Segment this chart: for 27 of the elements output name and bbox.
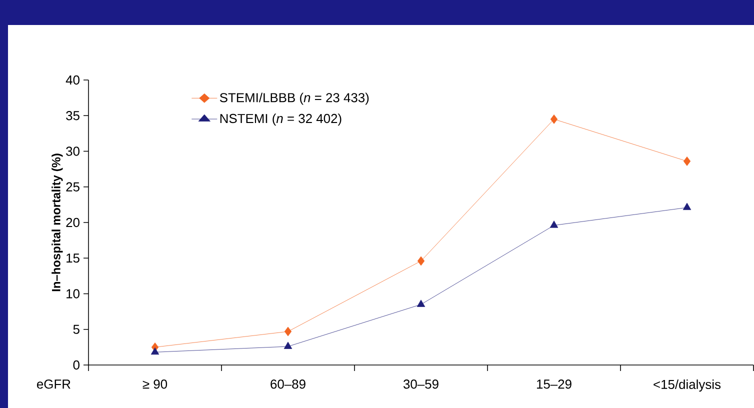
point bbox=[150, 347, 160, 355]
x-tick-label: 60–89 bbox=[270, 380, 306, 389]
y-tick-label: 20 bbox=[66, 218, 80, 228]
x-tick-label: 15–29 bbox=[536, 380, 572, 389]
legend-label: NSTEMI (n = 32 402) bbox=[220, 114, 342, 126]
point bbox=[550, 114, 558, 124]
y-tick-label: 30 bbox=[66, 146, 80, 156]
y-tick-label: 15 bbox=[66, 254, 80, 263]
y-tick-label: 0 bbox=[73, 360, 80, 370]
point bbox=[683, 156, 691, 166]
point bbox=[284, 326, 292, 336]
point bbox=[416, 300, 426, 307]
point bbox=[417, 256, 425, 266]
x-tick-label: ≥ 90 bbox=[142, 380, 168, 389]
y-tick-label: 25 bbox=[66, 182, 80, 192]
x-tick-label: 30–59 bbox=[404, 380, 438, 389]
y-tick-label: 10 bbox=[66, 289, 80, 298]
point bbox=[682, 202, 692, 210]
point bbox=[550, 220, 558, 228]
legend-label: STEMI/LBBB (n = 23 433) bbox=[220, 92, 369, 105]
y-tick-label: 5 bbox=[73, 324, 80, 334]
y-axis-title: In–hospital mortality (%) bbox=[52, 154, 63, 292]
x-axis-title: eGFR bbox=[36, 380, 70, 389]
x-tick-label: <15/dialysis bbox=[654, 380, 721, 392]
point bbox=[284, 342, 292, 349]
y-tick-label: 35 bbox=[66, 111, 80, 120]
y-tick-label: 40 bbox=[66, 75, 80, 85]
